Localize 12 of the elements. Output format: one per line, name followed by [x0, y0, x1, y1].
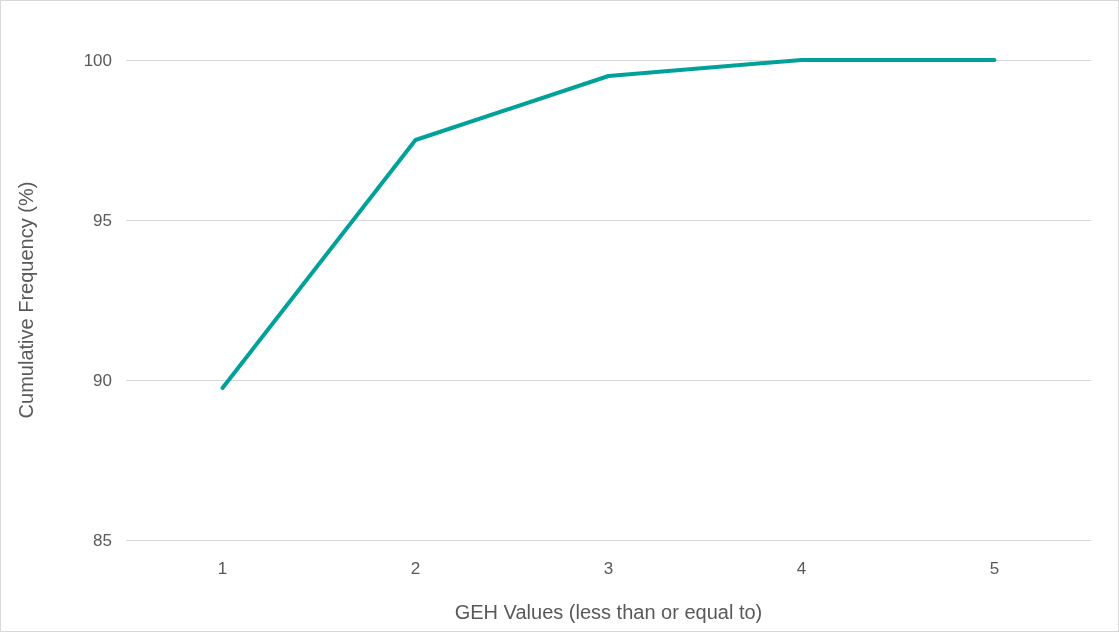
x-tick-label: 1 — [217, 559, 228, 578]
x-axis-title: GEH Values (less than or equal to) — [454, 601, 763, 623]
x-tick-label: 5 — [989, 559, 1000, 578]
y-tick-label: 90 — [93, 370, 112, 390]
y-axis-title: Cumulative Frequency (%) — [15, 181, 37, 419]
x-tick-label: 2 — [410, 559, 421, 578]
y-tick-label: 100 — [83, 50, 112, 70]
line-series — [220, 58, 997, 390]
x-tick-label: 4 — [796, 559, 807, 578]
y-tick-label: 85 — [93, 530, 112, 550]
x-tick-label: 3 — [603, 559, 614, 578]
y-tick-label: 95 — [93, 210, 112, 230]
